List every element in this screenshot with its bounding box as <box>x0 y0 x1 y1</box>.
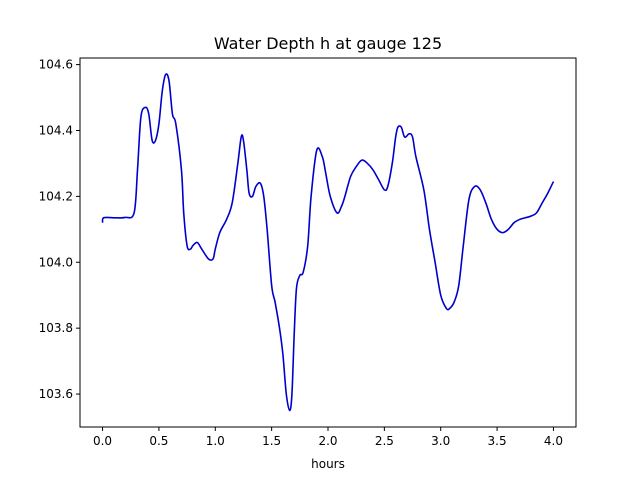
x-tick-label: 3.5 <box>488 434 507 448</box>
series-line-0 <box>101 73 555 412</box>
y-axis: 103.6 103.8 104.0 104.2 104.4 104.6 <box>39 58 80 401</box>
x-tick-label: 4.0 <box>544 434 563 448</box>
x-axis-label: hours <box>311 457 345 471</box>
x-tick-label: 3.0 <box>431 434 450 448</box>
x-tick-label: 1.0 <box>206 434 225 448</box>
x-tick-label: 0.0 <box>93 434 112 448</box>
y-tick-label: 104.6 <box>39 58 73 72</box>
y-tick-label: 104.0 <box>39 255 73 269</box>
y-tick-label: 104.4 <box>39 123 73 137</box>
y-tick-label: 104.2 <box>39 189 73 203</box>
chart-title: Water Depth h at gauge 125 <box>214 34 442 53</box>
y-tick-label: 103.6 <box>39 387 73 401</box>
x-tick-label: 1.5 <box>262 434 281 448</box>
series-layer <box>101 73 555 412</box>
x-tick-label: 0.5 <box>149 434 168 448</box>
plot-frame <box>79 57 577 428</box>
x-tick-label: 2.5 <box>375 434 394 448</box>
x-tick-label: 2.0 <box>318 434 337 448</box>
y-tick-label: 103.8 <box>39 321 73 335</box>
x-axis: 0.0 0.5 1.0 1.5 2.0 2.5 3.0 3.5 4.0 <box>93 427 563 448</box>
